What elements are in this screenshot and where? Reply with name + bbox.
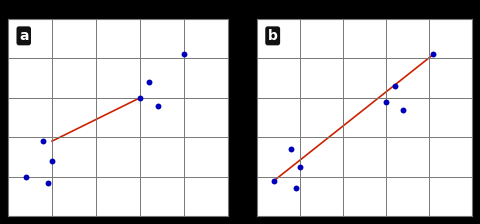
Point — [430, 53, 437, 56]
Point — [296, 165, 304, 168]
Point — [382, 100, 390, 103]
Text: a: a — [19, 29, 28, 43]
Point — [270, 179, 278, 182]
Point — [288, 147, 295, 151]
Point — [39, 139, 47, 143]
Point — [48, 159, 56, 163]
Point — [154, 104, 161, 108]
Point — [292, 187, 300, 190]
Point — [145, 80, 153, 84]
Point — [136, 96, 144, 100]
Point — [391, 84, 398, 88]
Point — [399, 108, 407, 111]
Point — [22, 175, 29, 178]
Point — [180, 53, 188, 56]
Point — [44, 181, 51, 184]
Text: b: b — [268, 29, 277, 43]
